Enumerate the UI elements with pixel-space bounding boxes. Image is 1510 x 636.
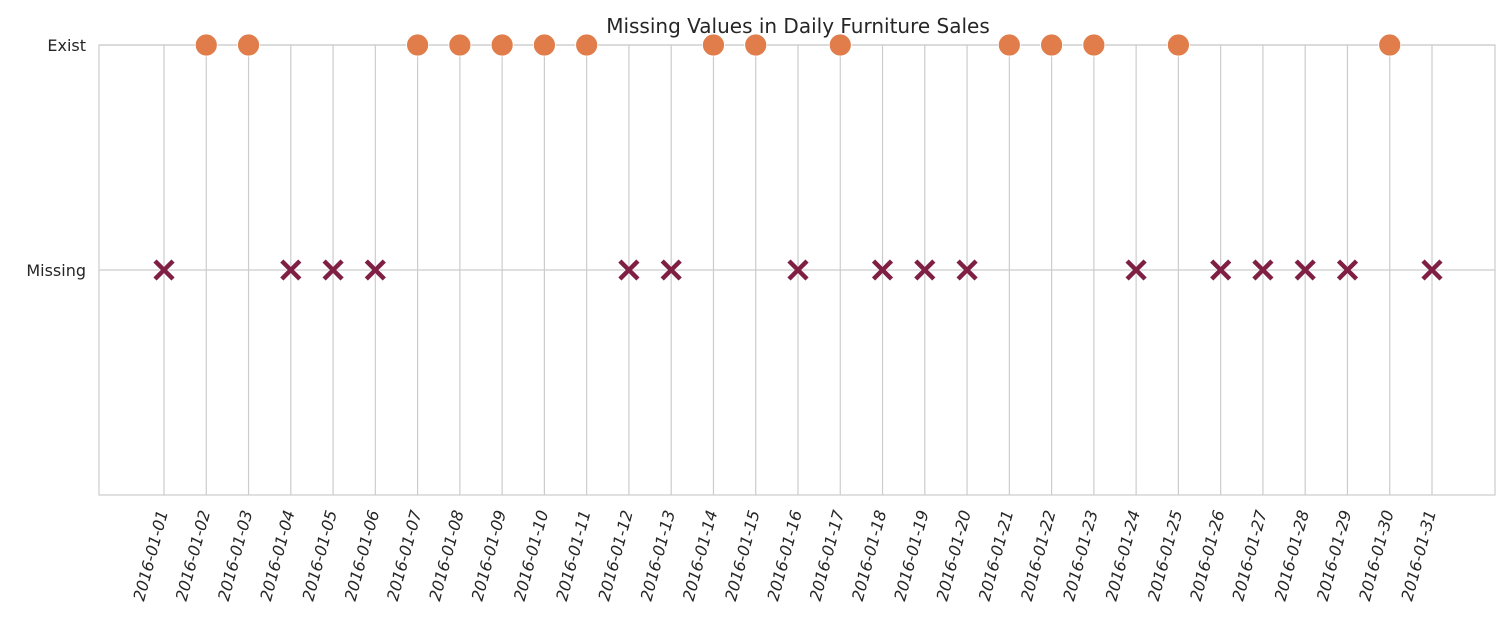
missing-marker	[913, 258, 937, 282]
x-tick-label: 2016-01-02	[172, 508, 214, 603]
exist-marker	[406, 33, 430, 57]
x-tick-label: 2016-01-28	[1271, 508, 1313, 603]
missing-marker	[321, 258, 345, 282]
exist-marker	[744, 33, 768, 57]
exist-marker	[490, 33, 514, 57]
missing-marker	[786, 258, 810, 282]
missing-marker	[1336, 258, 1359, 282]
x-tick-label: 2016-01-23	[1059, 508, 1101, 603]
exist-marker	[194, 33, 218, 57]
missing-marker	[1251, 258, 1275, 282]
x-tick-label: 2016-01-19	[890, 508, 932, 603]
chart-title: Missing Values in Daily Furniture Sales	[606, 14, 990, 38]
missing-marker	[1209, 258, 1233, 282]
exist-marker	[1082, 33, 1106, 57]
missing-marker	[955, 258, 979, 282]
x-tick-label: 2016-01-09	[468, 508, 510, 603]
exist-marker	[575, 33, 599, 57]
x-tick-label: 2016-01-06	[341, 508, 383, 603]
plot-frame	[98, 44, 1496, 496]
x-tick-label: 2016-01-26	[1186, 508, 1228, 603]
x-tick-label: 2016-01-16	[763, 508, 805, 603]
y-tick-labels: Missing Exist	[26, 36, 86, 280]
x-tick-label: 2016-01-14	[679, 508, 721, 603]
x-tick-label: 2016-01-13	[637, 508, 679, 603]
missing-marker	[617, 258, 641, 282]
missing-marker	[152, 258, 176, 282]
x-tick-label: 2016-01-24	[1102, 508, 1144, 603]
data-markers	[152, 33, 1444, 282]
x-tick-label: 2016-01-22	[1017, 508, 1059, 603]
x-tick-label: 2016-01-12	[594, 508, 636, 603]
exist-marker	[237, 33, 260, 57]
x-tick-label: 2016-01-18	[848, 508, 890, 603]
exist-marker	[828, 33, 852, 57]
x-tick-label: 2016-01-17	[806, 507, 849, 603]
x-tick-label: 2016-01-15	[721, 508, 763, 603]
exist-marker	[702, 33, 725, 57]
x-tick-label: 2016-01-01	[129, 508, 171, 603]
exist-marker	[997, 33, 1021, 57]
x-tick-label: 2016-01-10	[510, 508, 552, 603]
y-tick-label-exist: Exist	[47, 36, 86, 55]
missing-marker	[363, 258, 387, 282]
x-tick-label: 2016-01-27	[1228, 507, 1271, 603]
x-tick-label: 2016-01-03	[214, 508, 256, 603]
x-tick-label: 2016-01-21	[975, 508, 1017, 603]
missing-marker	[1124, 258, 1148, 282]
y-tick-label-missing: Missing	[26, 261, 86, 280]
x-tick-label: 2016-01-04	[256, 508, 298, 603]
x-tick-label: 2016-01-29	[1313, 508, 1355, 603]
missing-marker	[1293, 258, 1317, 282]
x-tick-label: 2016-01-31	[1397, 508, 1439, 603]
x-tick-label: 2016-01-05	[299, 508, 341, 603]
x-tick-label: 2016-01-20	[933, 508, 975, 603]
x-tick-labels: 2016-01-01 2016-01-02 2016-01-03 2016-01-04…	[129, 507, 1439, 603]
exist-marker	[1378, 33, 1402, 57]
exist-marker	[448, 33, 472, 57]
x-tick-label: 2016-01-08	[425, 508, 467, 603]
x-tick-label: 2016-01-25	[1144, 508, 1186, 603]
exist-marker	[1167, 33, 1190, 57]
exist-marker	[1040, 33, 1063, 57]
exist-marker	[533, 33, 556, 57]
missing-marker	[1420, 258, 1444, 282]
x-tick-label: 2016-01-07	[383, 507, 426, 603]
x-tick-label: 2016-01-11	[552, 508, 594, 603]
missing-marker	[871, 258, 894, 282]
x-tick-label: 2016-01-30	[1355, 508, 1397, 603]
missing-marker	[659, 258, 683, 282]
missing-marker	[279, 258, 303, 282]
